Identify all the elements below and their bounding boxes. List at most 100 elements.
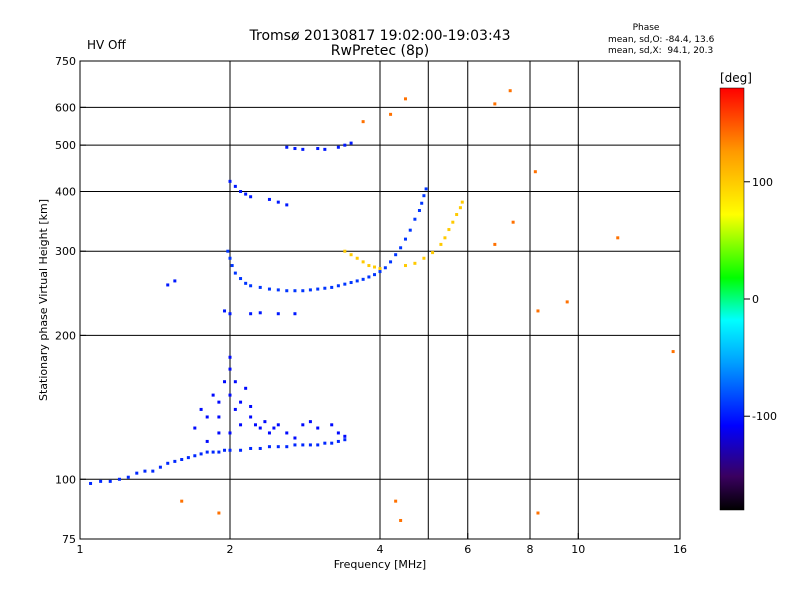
data-point <box>343 438 347 442</box>
data-point <box>293 443 297 447</box>
data-point <box>403 237 407 241</box>
data-point <box>244 386 248 390</box>
data-point <box>336 145 340 149</box>
y-tick-label: 300 <box>55 245 76 258</box>
data-point <box>233 271 237 275</box>
data-point <box>276 445 280 449</box>
data-point <box>267 445 271 449</box>
data-point <box>323 441 327 445</box>
data-point <box>249 446 253 450</box>
data-point <box>330 423 334 427</box>
x-tick-label: 8 <box>527 543 534 556</box>
data-point <box>166 283 170 287</box>
data-point <box>343 434 347 438</box>
data-point <box>413 217 417 221</box>
data-point <box>263 420 267 424</box>
data-point <box>223 380 227 384</box>
data-point <box>383 266 387 270</box>
colorbar-tick-label: -100 <box>752 410 777 423</box>
colorbar-tick-label: 100 <box>752 176 773 189</box>
data-point <box>211 450 215 454</box>
data-point <box>228 367 232 371</box>
x-axis-ticks: 1 2 4 6 8 10 16 <box>77 533 687 556</box>
data-point <box>217 511 221 515</box>
data-point <box>355 256 359 260</box>
data-point <box>336 284 340 288</box>
x-axis-label: Frequency [MHz] <box>334 558 426 571</box>
data-point <box>367 275 371 279</box>
x-tick-label: 6 <box>464 543 471 556</box>
data-point <box>228 448 232 452</box>
data-point <box>205 439 209 443</box>
data-point <box>424 187 428 191</box>
data-point <box>166 461 170 465</box>
data-point <box>233 407 237 411</box>
data-point <box>267 431 271 435</box>
data-point <box>143 469 147 473</box>
data-points <box>89 89 675 522</box>
data-point <box>173 279 177 283</box>
data-point <box>533 170 537 174</box>
data-point <box>258 285 262 289</box>
phase-box-title: Phase <box>633 23 660 33</box>
data-point <box>186 456 190 460</box>
data-point <box>373 273 377 277</box>
data-point <box>367 264 371 268</box>
data-point <box>336 439 340 443</box>
data-point <box>239 189 243 193</box>
data-point <box>285 203 289 207</box>
data-point <box>316 287 320 291</box>
y-tick-label: 500 <box>55 139 76 152</box>
data-point <box>267 287 271 291</box>
data-point <box>217 450 221 454</box>
data-point <box>233 184 237 188</box>
data-point <box>205 415 209 419</box>
data-point <box>267 197 271 201</box>
data-point <box>233 380 237 384</box>
data-point <box>244 281 248 285</box>
data-point <box>323 147 327 151</box>
data-point <box>536 309 540 313</box>
data-point <box>308 443 312 447</box>
data-point <box>443 236 447 240</box>
y-tick-label: 750 <box>55 55 76 68</box>
data-point <box>403 264 407 268</box>
data-point <box>223 309 227 313</box>
colorbar-label: [deg] <box>720 71 752 85</box>
data-point <box>336 431 340 435</box>
data-point <box>422 256 426 260</box>
data-point <box>228 312 232 316</box>
data-point <box>408 228 412 232</box>
data-point <box>389 112 393 116</box>
y-tick-label: 400 <box>55 185 76 198</box>
chart-subtitle: RwPretec (8p) <box>331 43 429 59</box>
data-point <box>293 289 297 293</box>
data-point <box>361 260 365 264</box>
data-point <box>258 426 262 430</box>
data-point <box>308 288 312 292</box>
data-point <box>431 251 435 255</box>
data-point <box>249 195 253 199</box>
data-point <box>349 253 353 257</box>
data-point <box>89 481 93 485</box>
data-point <box>293 436 297 440</box>
data-point <box>394 499 398 503</box>
data-point <box>301 443 305 447</box>
colorbar-ticks: 100 0 -100 <box>744 176 777 423</box>
data-point <box>417 209 421 213</box>
x-tick-label: 2 <box>227 543 234 556</box>
data-point <box>330 441 334 445</box>
data-point <box>276 423 280 427</box>
data-point <box>389 260 393 264</box>
data-point <box>293 147 297 151</box>
y-tick-label: 600 <box>55 101 76 114</box>
data-point <box>276 288 280 292</box>
data-point <box>301 147 305 151</box>
data-point <box>308 420 312 424</box>
data-point <box>285 289 289 293</box>
data-point <box>565 300 569 304</box>
data-point <box>493 102 497 106</box>
data-point <box>343 282 347 286</box>
data-point <box>403 97 407 101</box>
